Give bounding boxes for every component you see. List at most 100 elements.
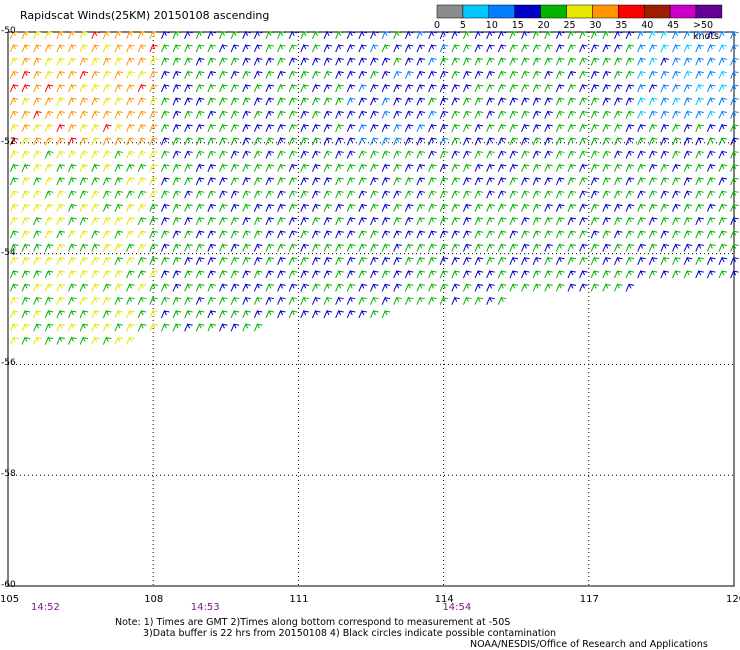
wind-barb	[114, 283, 124, 292]
wind-barb	[242, 136, 251, 146]
wind-barb	[370, 163, 379, 172]
wind-barb	[44, 296, 54, 305]
wind-barb	[44, 136, 54, 146]
wind-barb	[706, 256, 716, 265]
wind-barb	[393, 30, 402, 39]
wind-barb	[346, 243, 356, 252]
wind-barb	[21, 176, 31, 186]
wind-barb	[648, 269, 658, 279]
wind-barb	[683, 269, 693, 279]
wind-barb	[439, 136, 449, 146]
wind-barb	[730, 70, 739, 79]
wind-barb	[137, 83, 147, 93]
wind-barb	[288, 43, 298, 53]
wind-barb	[114, 110, 124, 119]
wind-barb	[207, 150, 216, 159]
wind-barb	[416, 30, 426, 39]
wind-barb	[451, 243, 460, 252]
wind-barb	[393, 203, 402, 212]
wind-barb	[242, 269, 251, 279]
wind-barb	[265, 230, 275, 239]
wind-barb	[253, 216, 263, 226]
wind-barb	[33, 216, 42, 226]
wind-barb	[172, 296, 182, 305]
wind-barb	[230, 30, 240, 39]
wind-barb	[195, 70, 205, 79]
wind-barb	[521, 203, 530, 212]
wind-barb	[277, 190, 286, 199]
wind-barb	[219, 283, 228, 292]
wind-barb	[428, 203, 437, 212]
wind-barb	[730, 256, 739, 265]
wind-barb	[219, 176, 228, 186]
wind-barb	[137, 30, 147, 39]
wind-barb	[544, 269, 553, 279]
wind-barb	[277, 176, 286, 186]
wind-barb	[114, 70, 124, 79]
wind-barb	[695, 43, 704, 53]
wind-barb	[590, 43, 600, 53]
wind-barb	[277, 216, 286, 226]
wind-barb	[265, 83, 275, 93]
wind-barb	[404, 163, 414, 172]
wind-barb	[79, 123, 89, 133]
wind-barb	[579, 243, 588, 252]
wind-barb	[44, 309, 54, 319]
wind-barb	[555, 176, 565, 186]
wind-barb	[253, 190, 263, 199]
wind-barb	[56, 57, 65, 66]
wind-barb	[114, 190, 124, 199]
x-tick-label: 111	[289, 594, 309, 605]
wind-barb	[579, 203, 588, 212]
wind-barb	[91, 163, 100, 172]
wind-barb	[718, 123, 728, 133]
wind-barb	[660, 190, 670, 199]
wind-barb	[648, 110, 658, 119]
wind-barb	[219, 110, 228, 119]
wind-barb	[300, 43, 309, 53]
wind-barb	[625, 70, 635, 79]
wind-barb	[370, 43, 379, 53]
wind-barb	[219, 256, 228, 265]
wind-barb	[137, 230, 147, 239]
wind-barb	[277, 110, 286, 119]
wind-barb	[358, 150, 367, 159]
wind-barb	[33, 309, 42, 319]
wind-barb	[567, 269, 577, 279]
wind-barb	[184, 97, 193, 106]
wind-barb	[137, 203, 147, 212]
wind-barb	[300, 30, 309, 39]
wind-barb	[497, 203, 507, 212]
wind-barb	[265, 256, 275, 265]
wind-barb	[33, 176, 42, 186]
wind-barb	[184, 190, 193, 199]
wind-barb	[300, 243, 309, 252]
wind-barb	[207, 97, 216, 106]
wind-barb	[126, 30, 135, 39]
wind-barb	[21, 150, 31, 159]
wind-barb	[207, 216, 216, 226]
wind-barb	[555, 150, 565, 159]
wind-barb	[695, 256, 704, 265]
wind-barb	[311, 283, 321, 292]
wind-barb	[590, 203, 600, 212]
wind-barb	[590, 30, 600, 39]
wind-barb	[567, 57, 577, 66]
wind-barb	[253, 283, 263, 292]
wind-barb	[265, 296, 275, 305]
wind-barb	[730, 97, 739, 106]
wind-barb	[404, 83, 414, 93]
wind-barb	[358, 256, 367, 265]
wind-barb	[579, 83, 588, 93]
wind-barb	[207, 190, 216, 199]
wind-barb	[207, 243, 216, 252]
wind-barb	[277, 136, 286, 146]
wind-barb	[126, 283, 135, 292]
wind-barb	[160, 30, 170, 39]
wind-barb	[300, 283, 309, 292]
wind-barb	[695, 190, 704, 199]
wind-barb	[335, 163, 344, 172]
wind-barb	[79, 30, 89, 39]
wind-barb	[137, 190, 147, 199]
wind-barb	[497, 176, 507, 186]
